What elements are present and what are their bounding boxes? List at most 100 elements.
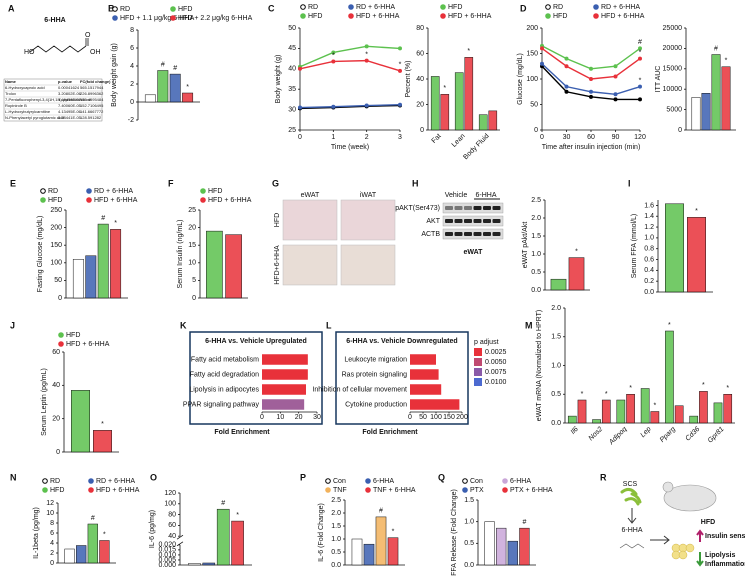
point <box>564 64 569 69</box>
y-tick-label: 80 <box>168 511 176 518</box>
significance: * <box>639 77 642 84</box>
significance: * <box>639 49 642 56</box>
adipocyte-icon <box>678 550 688 560</box>
legend-label: HFD <box>308 13 322 20</box>
bar <box>689 415 699 424</box>
bar <box>262 384 306 395</box>
y-tick-label: 20 <box>52 416 60 423</box>
y-tick-label: 4 <box>130 63 134 70</box>
table-cell: 152.7106495 <box>80 103 104 108</box>
bar <box>601 399 611 424</box>
x-tick-label: 150 <box>443 414 455 421</box>
y-tick-label: 200 <box>526 25 538 32</box>
significance: * <box>702 382 705 389</box>
y-tick-label: 15 <box>188 242 196 249</box>
y-tick-label: 0.4 <box>644 267 654 274</box>
legend-label: RD <box>308 4 318 11</box>
table-cell: 7-Pentafluorophenyl-3,4(1H,1H)-pyrimidin… <box>5 97 92 102</box>
band <box>473 219 482 223</box>
y-tick-label: 6 <box>130 45 134 52</box>
table-cell: 6-Hydroxycaproic acid <box>5 85 45 90</box>
significance: * <box>605 391 608 398</box>
table-cell: 3.20802E-06 <box>58 91 82 96</box>
y-tick-label: 50 <box>530 101 538 108</box>
point <box>331 104 336 109</box>
band <box>473 232 482 236</box>
y-tick-label: 35 <box>288 86 296 93</box>
y-tick-label: 0 <box>420 127 424 134</box>
down-arrow <box>696 552 704 567</box>
adipocyte-icon <box>671 550 681 560</box>
y-tick-label: 150 <box>526 50 538 57</box>
legend-marker <box>593 4 599 10</box>
bar <box>519 527 530 566</box>
significance: * <box>236 512 239 519</box>
significance: * <box>114 220 117 227</box>
histology-image <box>340 199 396 241</box>
x-tick-label: Body Fluid <box>462 133 490 161</box>
legend-marker <box>545 4 551 10</box>
diagram-compound: 6-HHA <box>621 527 642 534</box>
bar <box>568 257 585 291</box>
point <box>613 92 618 97</box>
bar <box>262 369 308 380</box>
legend-marker <box>348 13 354 19</box>
x-tick-label: 0 <box>408 414 412 421</box>
y-tick-label: Fatty acid metabolism <box>191 356 259 363</box>
band <box>445 232 453 236</box>
bar <box>699 391 708 424</box>
point <box>589 94 593 99</box>
y-tick-label: 100 <box>526 76 538 83</box>
bar <box>85 255 97 299</box>
significance: * <box>186 84 189 91</box>
table-header: FC(fold change) <box>80 79 111 84</box>
legend-marker <box>462 478 468 484</box>
point <box>589 89 593 94</box>
mouse-ear <box>662 481 674 493</box>
band-label: pAKT(Ser473) <box>395 205 440 212</box>
y-tick-label: Lipolysis in adipocytes <box>189 386 259 393</box>
panel-box <box>189 331 323 425</box>
histology-image <box>282 244 338 286</box>
y-tick-label: 1.5 <box>331 523 341 530</box>
chart-title: 6-HHA vs. Vehicle Downregulated <box>346 338 457 345</box>
y-tick-label: 2.0 <box>551 305 561 312</box>
bar <box>182 92 194 103</box>
y-tick-label: 0.005 <box>158 557 176 564</box>
y-tick-label: 40 <box>416 76 424 83</box>
table-cell: 1.48458E-07 <box>58 97 82 102</box>
table-cell: Trolox <box>5 91 16 96</box>
y-tick-label: 10 <box>188 260 196 267</box>
significance: * <box>725 58 728 65</box>
significance: * <box>365 51 368 58</box>
y-tick-label: 2.5 <box>531 197 541 204</box>
legend-marker <box>200 197 206 203</box>
legend-marker <box>325 487 331 493</box>
x-axis-label: Time (week) <box>331 144 369 151</box>
y-tick-label: 0.0 <box>464 562 474 569</box>
legend-label: RD + 6-HHA <box>96 478 135 485</box>
bar <box>262 354 308 365</box>
y-tick-label: 0.0 <box>551 420 561 427</box>
significance: * <box>332 52 335 59</box>
legend-swatch <box>474 368 482 376</box>
x-axis-label: Time after insulin injection (min) <box>542 144 641 151</box>
point <box>589 66 593 71</box>
legend-label: Con <box>333 478 346 485</box>
y-tick-label: 6 <box>50 530 54 537</box>
diagram-source: SCS <box>623 481 638 488</box>
legend-marker <box>200 188 206 194</box>
row-label: HFD <box>274 213 281 227</box>
significance: # <box>101 215 105 222</box>
legend-marker <box>112 6 118 12</box>
bar <box>225 234 242 299</box>
band <box>464 219 472 223</box>
significance: * <box>467 48 470 55</box>
legend-label: HFD + 6-HHA <box>96 487 140 494</box>
y-tick-label: 2 <box>130 81 134 88</box>
y-tick-label: 1.0 <box>464 519 474 526</box>
significance: * <box>695 208 698 215</box>
significance: # <box>173 65 177 72</box>
table-header: p-value <box>58 79 73 84</box>
y-tick-label: 2.0 <box>331 510 341 517</box>
